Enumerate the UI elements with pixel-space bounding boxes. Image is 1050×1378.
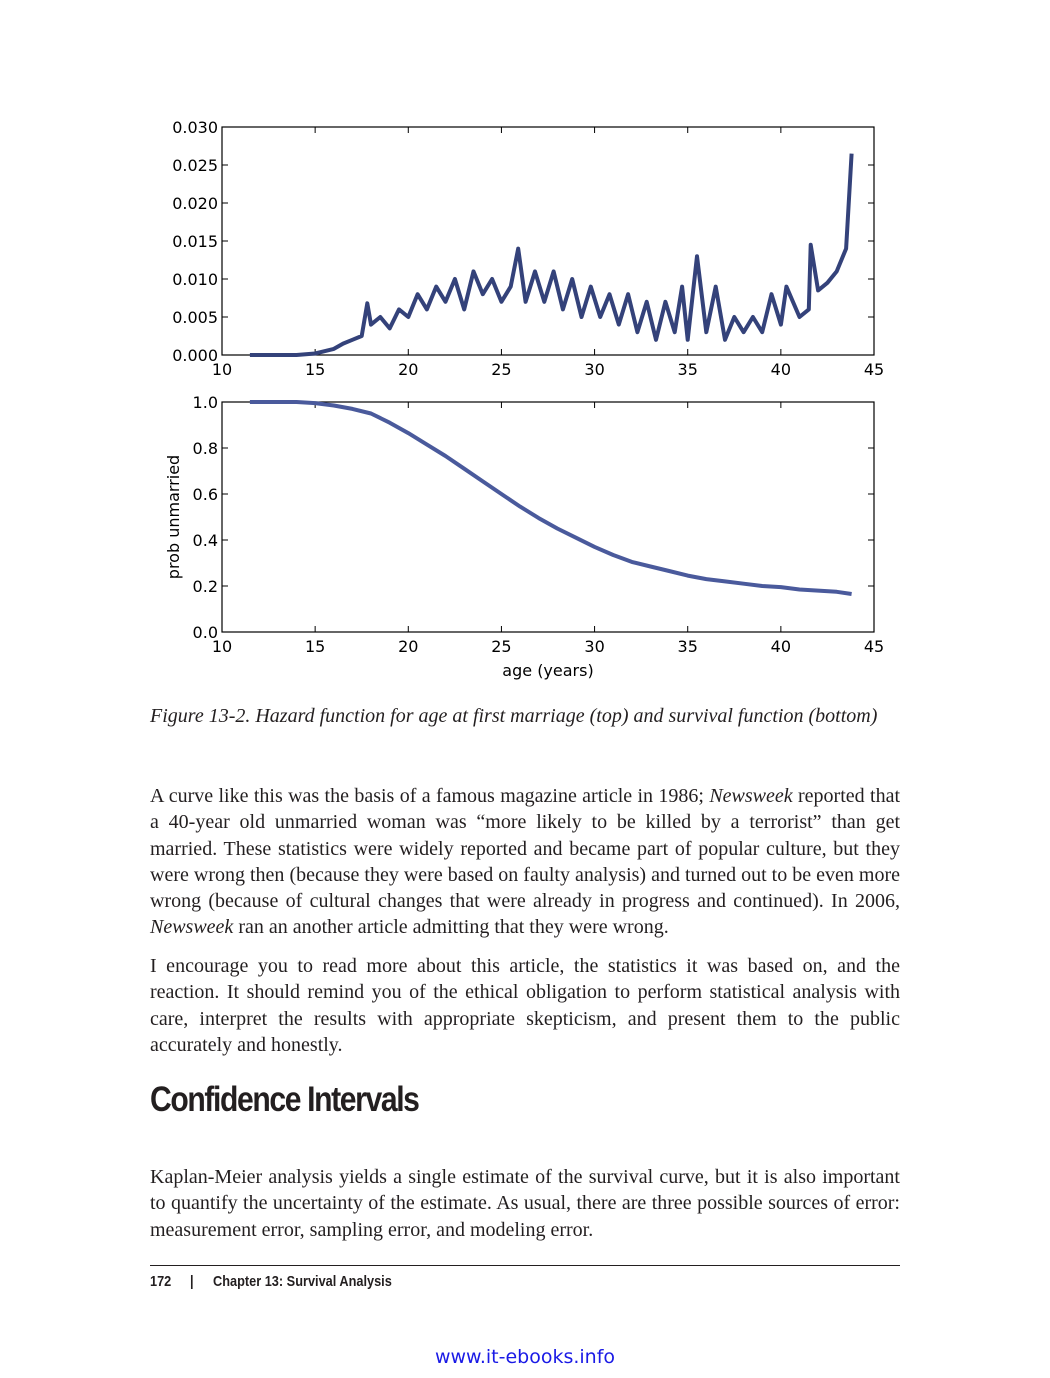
x-tick-label: 10 <box>212 360 232 379</box>
paragraph: I encourage you to read more about this … <box>150 955 900 1056</box>
y-tick-label: 0.4 <box>193 531 218 550</box>
y-tick-label: 0.8 <box>193 439 218 458</box>
x-tick-label: 10 <box>212 637 232 656</box>
y-tick-label: 0.005 <box>172 308 218 327</box>
x-tick-label: 30 <box>584 637 604 656</box>
footer-rule <box>150 1265 900 1266</box>
x-tick-label: 45 <box>864 360 884 379</box>
page-number: 172 <box>150 1273 172 1290</box>
x-tick-label: 25 <box>491 637 511 656</box>
y-tick-label: 1.0 <box>193 393 218 412</box>
y-tick-label: 0.015 <box>172 232 218 251</box>
text: A curve like this was the basis of a fam… <box>150 785 710 807</box>
footer-separator: | <box>190 1273 194 1290</box>
y-tick-label: 0.2 <box>193 577 218 596</box>
italic-text: Newsweek <box>709 785 793 807</box>
y-tick-label: 0.000 <box>172 346 218 365</box>
x-tick-label: 30 <box>584 360 604 379</box>
x-tick-label: 25 <box>491 360 511 379</box>
paragraph: A curve like this was the basis of a fam… <box>150 783 900 941</box>
y-tick-label: 0.0 <box>193 623 218 642</box>
plot-frame <box>221 401 875 633</box>
x-tick-label: 35 <box>678 360 698 379</box>
x-tick-label: 45 <box>864 637 884 656</box>
text: ran an another article admitting that th… <box>233 916 669 939</box>
text: reported that a 40-year old unmarried wo… <box>150 785 900 913</box>
section-heading: Confidence Intervals <box>150 1080 420 1119</box>
data-line <box>249 400 852 596</box>
y-tick-label: 0.030 <box>172 118 218 137</box>
x-tick-label: 20 <box>398 360 418 379</box>
y-tick-label: 0.020 <box>172 194 218 213</box>
x-tick-label: 35 <box>678 637 698 656</box>
y-tick-label: 0.025 <box>172 156 218 175</box>
x-tick-label: 40 <box>771 637 791 656</box>
watermark: www.it-ebooks.info <box>434 1346 616 1368</box>
y-tick-label: 0.6 <box>193 485 218 504</box>
x-axis-label: age (years) <box>502 661 593 680</box>
italic-text: Newsweek <box>150 916 234 939</box>
x-tick-label: 15 <box>305 360 325 379</box>
x-tick-label: 40 <box>771 360 791 379</box>
x-tick-label: 15 <box>305 637 325 656</box>
x-tick-label: 20 <box>398 637 418 656</box>
data-line <box>249 153 854 357</box>
plot-frame <box>221 126 875 356</box>
y-axis-label: prob unmarried <box>164 455 183 579</box>
chapter-title: Chapter 13: Survival Analysis <box>213 1273 392 1290</box>
y-tick-label: 0.010 <box>172 270 218 289</box>
figure-caption: Figure 13-2. Hazard function for age at … <box>150 705 878 727</box>
paragraph: Kaplan-Meier analysis yields a single es… <box>150 1166 900 1241</box>
